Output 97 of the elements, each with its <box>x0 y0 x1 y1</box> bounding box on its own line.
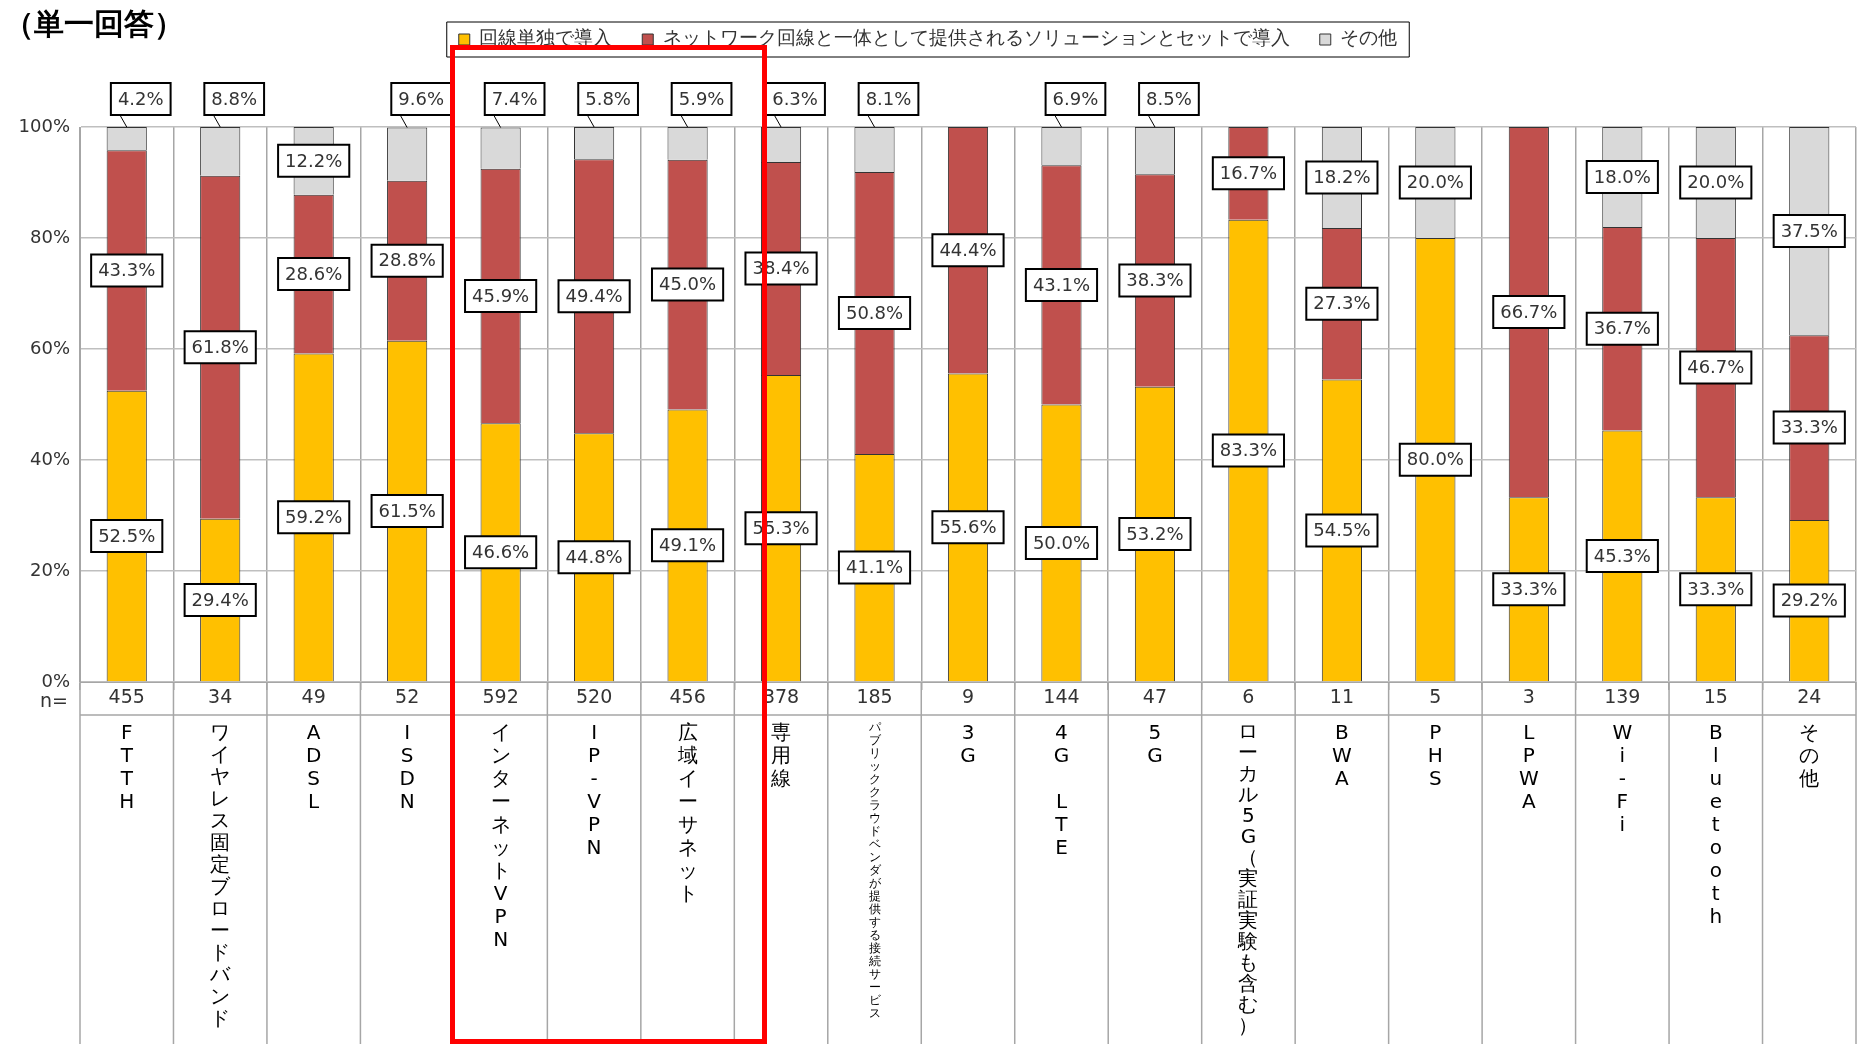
category-label: パブリッククラウドベンダが提供する接続サービス <box>868 720 881 1020</box>
x-tick-label: 5G <box>1146 720 1164 767</box>
text: n= <box>40 689 68 712</box>
x-tick-label: 3G <box>959 720 977 767</box>
x-tick-label: 専用線 <box>770 720 793 790</box>
data-label: 54.5% <box>1313 519 1371 541</box>
chart-title: （単一回答） <box>4 5 184 43</box>
data-label: 80.0% <box>1406 448 1464 470</box>
text: 49 <box>301 685 326 708</box>
data-label: 55.6% <box>939 516 997 538</box>
x-tick-label: その他 <box>1798 720 1821 790</box>
data-label: 45.3% <box>1593 544 1651 566</box>
data-label: 4.2% <box>117 87 164 109</box>
data-label: 45.0% <box>658 273 717 295</box>
text: 139 <box>1604 685 1641 708</box>
data-label: 5.8% <box>585 87 631 109</box>
data-label: 16.7% <box>1219 162 1278 184</box>
y-tick-label: 40% <box>29 447 70 469</box>
x-tick-label: ISDN <box>398 720 416 813</box>
text: 34 <box>208 685 233 708</box>
data-label: 49.4% <box>565 284 623 306</box>
category-label: ローカル5G（実証実験も含む） <box>1238 719 1259 1037</box>
x-tick-label: BWA <box>1331 720 1353 790</box>
category-label: ワイヤレス固定ブロードバンド <box>210 720 231 1030</box>
data-label: 33.3% <box>1500 577 1558 599</box>
text: 11 <box>1329 685 1354 708</box>
data-label: 12.2% <box>285 149 343 171</box>
data-label: 8.1% <box>865 87 912 109</box>
data-label: 45.9% <box>472 284 530 306</box>
text: 52 <box>395 685 420 708</box>
data-label: 38.3% <box>1126 269 1184 291</box>
legend-label: その他 <box>1340 26 1398 49</box>
x-tick-label: LPWA <box>1517 720 1540 813</box>
x-tick-label: ADSL <box>304 720 323 813</box>
y-tick-label: 80% <box>29 225 70 247</box>
data-label: 6.9% <box>1052 87 1099 109</box>
data-label: 41.1% <box>845 556 904 578</box>
data-label: 61.5% <box>378 499 436 521</box>
data-label: 9.6% <box>398 87 445 109</box>
data-label: 28.6% <box>285 262 343 284</box>
data-label: 20.0% <box>1406 171 1464 193</box>
data-label: 8.5% <box>1146 87 1192 109</box>
text: 47 <box>1142 685 1168 708</box>
data-label: 59.2% <box>285 506 343 528</box>
y-tick-label: 20% <box>29 558 70 580</box>
data-label: 8.8% <box>211 87 258 109</box>
x-tick-label: IP-VPN <box>585 720 603 859</box>
data-label: 27.3% <box>1313 292 1371 314</box>
data-label: 6.3% <box>772 87 818 109</box>
y-tick-label: 60% <box>29 336 70 358</box>
data-label: 44.8% <box>565 545 623 567</box>
data-label: 44.4% <box>939 238 997 260</box>
data-label: 61.8% <box>191 336 249 358</box>
category-label: Bluetooth <box>1708 720 1723 928</box>
data-label: 18.0% <box>1593 165 1651 187</box>
text: 9 <box>961 685 975 708</box>
data-label: 83.3% <box>1219 439 1278 461</box>
data-label: 33.3% <box>1780 416 1838 438</box>
x-tick-label: FTTH <box>118 720 136 813</box>
data-label: 50.8% <box>845 301 904 323</box>
data-label: 46.6% <box>472 540 530 562</box>
data-label: 46.7% <box>1687 356 1745 378</box>
data-label: 37.5% <box>1780 219 1838 241</box>
data-label: 43.3% <box>98 259 156 281</box>
data-label: 18.2% <box>1313 166 1371 188</box>
text: 5 <box>1429 685 1442 708</box>
data-label: 28.8% <box>378 249 436 271</box>
data-label: 43.1% <box>1032 273 1091 295</box>
x-tick-label: Wi-Fi <box>1611 720 1634 836</box>
text: 456 <box>669 685 706 708</box>
data-label: 7.4% <box>491 87 538 109</box>
data-label: 29.4% <box>191 588 249 610</box>
text: 592 <box>482 685 519 708</box>
text: 144 <box>1043 685 1080 708</box>
data-label: 36.7% <box>1593 317 1651 339</box>
x-tick-label: PHS <box>1426 720 1444 790</box>
text: 455 <box>108 685 145 708</box>
data-label: 20.0% <box>1687 171 1745 193</box>
x-tick-label: 4G LTE <box>1052 720 1071 859</box>
data-label: 49.1% <box>658 534 717 556</box>
text: 185 <box>856 685 893 708</box>
data-label: 52.5% <box>98 524 156 546</box>
text: 3 <box>1522 685 1535 708</box>
data-label: 66.7% <box>1500 300 1558 322</box>
x-tick-label: 広域イーサネット <box>676 720 699 905</box>
data-label: 5.9% <box>678 87 725 109</box>
category-label: インターネットVPN <box>490 720 511 951</box>
data-label: 50.0% <box>1032 531 1091 553</box>
text: 6 <box>1242 685 1255 708</box>
text: 520 <box>575 685 613 708</box>
y-tick-label: 100% <box>18 114 70 136</box>
data-label: 33.3% <box>1687 577 1745 599</box>
text: 24 <box>1797 685 1822 708</box>
text: 15 <box>1703 685 1728 708</box>
y-tick-label: 0% <box>41 669 70 691</box>
data-label: 53.2% <box>1126 522 1184 544</box>
data-label: 29.2% <box>1780 589 1838 611</box>
